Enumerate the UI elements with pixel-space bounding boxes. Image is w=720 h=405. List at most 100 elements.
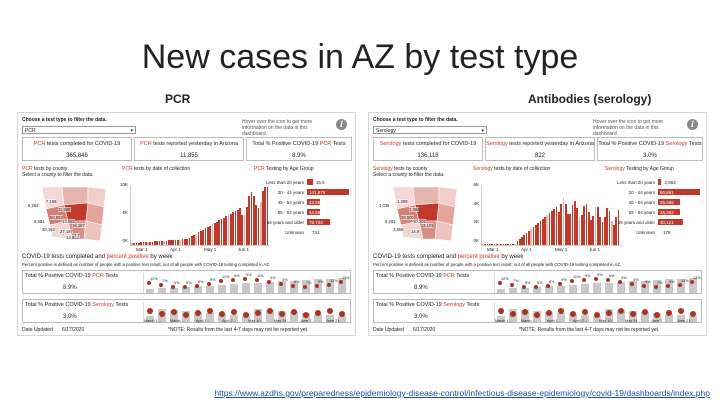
weekly-x-label: April 2...	[573, 319, 587, 323]
county-value-label: 1,389	[397, 199, 408, 204]
date-bar	[585, 203, 588, 245]
weekly-percent-dot	[546, 310, 552, 316]
date-bar	[140, 242, 142, 245]
county-shape[interactable]	[83, 220, 103, 242]
weekly-pcr-box: Total % Positive COVID-19 PCR Tests 8.9% 1…	[373, 270, 702, 294]
weekly-percent-dot	[606, 277, 610, 282]
date-bar	[557, 212, 560, 245]
weekly-box-label-text: Tests	[103, 273, 119, 279]
kpi-value: 365,846	[66, 153, 88, 159]
date-bar	[250, 191, 253, 245]
weekly-percent-dot	[291, 284, 295, 289]
weekly-percent-dot	[267, 279, 271, 284]
date-bar	[551, 211, 553, 245]
kpi-label: Serology tests reported yesterday in Ari…	[486, 141, 594, 147]
date-bar	[232, 212, 234, 245]
test-type-select[interactable]: PCR ▾	[22, 126, 136, 134]
weekly-x-label: March 1...	[495, 319, 512, 323]
source-url-link[interactable]: https://www.azdhs.gov/preparedness/epide…	[214, 388, 710, 398]
date-bar	[229, 213, 232, 245]
weekly-percent-label: 8%	[549, 279, 555, 284]
weekly-x-label: June 21...	[677, 319, 694, 323]
age-group-value: 741	[312, 230, 320, 235]
test-type-select[interactable]: Serology ▾	[373, 126, 487, 134]
weekly-percent-dot	[642, 284, 646, 289]
weekly-percent-dot	[654, 284, 658, 289]
date-bar	[142, 242, 145, 245]
date-bar	[580, 214, 583, 245]
county-shape[interactable]	[61, 186, 89, 206]
weekly-percent-dot	[678, 308, 684, 314]
weekly-percent-dot	[606, 310, 612, 316]
date-bar	[583, 205, 585, 245]
weekly-percent-dot	[279, 282, 283, 287]
date-bar	[488, 244, 491, 245]
chevron-down-icon: ▾	[130, 128, 133, 134]
weekly-test-bar	[593, 316, 601, 322]
weekly-percent-label: 7%	[513, 279, 519, 284]
weekly-box-label-text: Total % Positive COVID-19	[25, 273, 93, 279]
age-group-bar	[307, 209, 321, 215]
date-bar	[594, 206, 597, 245]
date-bar	[190, 236, 193, 245]
weekly-percent-label: 7%	[306, 280, 312, 285]
date-bar	[482, 244, 484, 245]
weekly-x-label: May 24...	[625, 319, 641, 323]
weekly-x-label: April 2...	[222, 319, 236, 323]
date-bar	[597, 206, 599, 245]
weekly-percent-label: 4%	[270, 275, 276, 280]
age-group-label: Less than 20 years	[265, 180, 304, 185]
weekly-box-value: 3.0%	[414, 314, 428, 320]
weekly-percent-dot	[219, 311, 225, 317]
county-value-label: 13,883	[66, 235, 79, 240]
info-icon[interactable]: i	[336, 119, 347, 130]
weekly-percent-label: 12%	[150, 277, 158, 281]
county-value-label: 3,101	[423, 223, 434, 228]
age-group-bar	[307, 189, 349, 195]
county-shape[interactable]	[412, 186, 440, 206]
county-shape[interactable]	[434, 220, 454, 242]
weekly-title-text: COVID-19 tests completed and	[22, 254, 107, 260]
date-bar	[209, 225, 211, 245]
date-bar	[567, 213, 569, 245]
age-group-value: 78,733	[309, 220, 323, 225]
info-icon[interactable]: i	[687, 119, 698, 130]
county-value-label: 1,036	[379, 203, 390, 208]
date-bar	[181, 239, 184, 245]
age-title-test-type: Serology	[605, 166, 625, 172]
county-map[interactable]: 6,262 7,166 11,569 60,853 6,681 13,885 30,163 2…	[22, 185, 116, 243]
date-bar	[544, 217, 546, 245]
arizona-county-map-svg[interactable]	[373, 185, 467, 243]
date-updated-label: Date Updated	[373, 327, 404, 333]
weekly-test-bar	[665, 314, 673, 322]
weekly-percent-label: 12%	[681, 278, 689, 283]
age-group-value: 15,5	[315, 180, 325, 185]
weekly-percent-dot	[231, 309, 237, 315]
date-bar	[606, 208, 608, 245]
date-bar	[186, 239, 188, 245]
date-bar	[578, 216, 581, 245]
weekly-percent-dot	[582, 309, 588, 315]
kpi-value: 3.0%	[643, 153, 657, 159]
weekly-percent-dot	[327, 308, 333, 314]
date-bar	[137, 242, 140, 245]
weekly-percent-label: 4%	[282, 278, 288, 283]
weekly-x-label: June 21...	[326, 319, 343, 323]
slide-title: New cases in AZ by test type	[141, 38, 579, 76]
county-map[interactable]: 1,036 1,389 1,364 30,500 9,281 10,305 3,856 14,…	[373, 185, 467, 243]
age-group-bar	[658, 189, 700, 195]
date-updated-value: 6/17/2020	[62, 327, 85, 333]
date-bar	[555, 207, 558, 245]
age-group-label: 45 - 54 years	[628, 200, 655, 205]
kpi-label-text: tests completed for COVID-19	[45, 141, 121, 147]
age-group-label: 20 - 44 years	[277, 190, 304, 195]
weekly-test-bar	[326, 315, 334, 322]
age-title-text: Testing by Age Group	[624, 166, 674, 172]
weekly-x-label: May 10...	[248, 319, 264, 323]
x-tick-label: Apr 1	[170, 247, 181, 252]
date-bar	[576, 208, 579, 245]
weekly-box-label-text: Total % Positive COVID-19	[376, 302, 444, 308]
weekly-percent-dot	[327, 282, 331, 287]
weekly-box-label-test-type: Serology	[443, 302, 465, 308]
date-bar	[200, 231, 202, 245]
